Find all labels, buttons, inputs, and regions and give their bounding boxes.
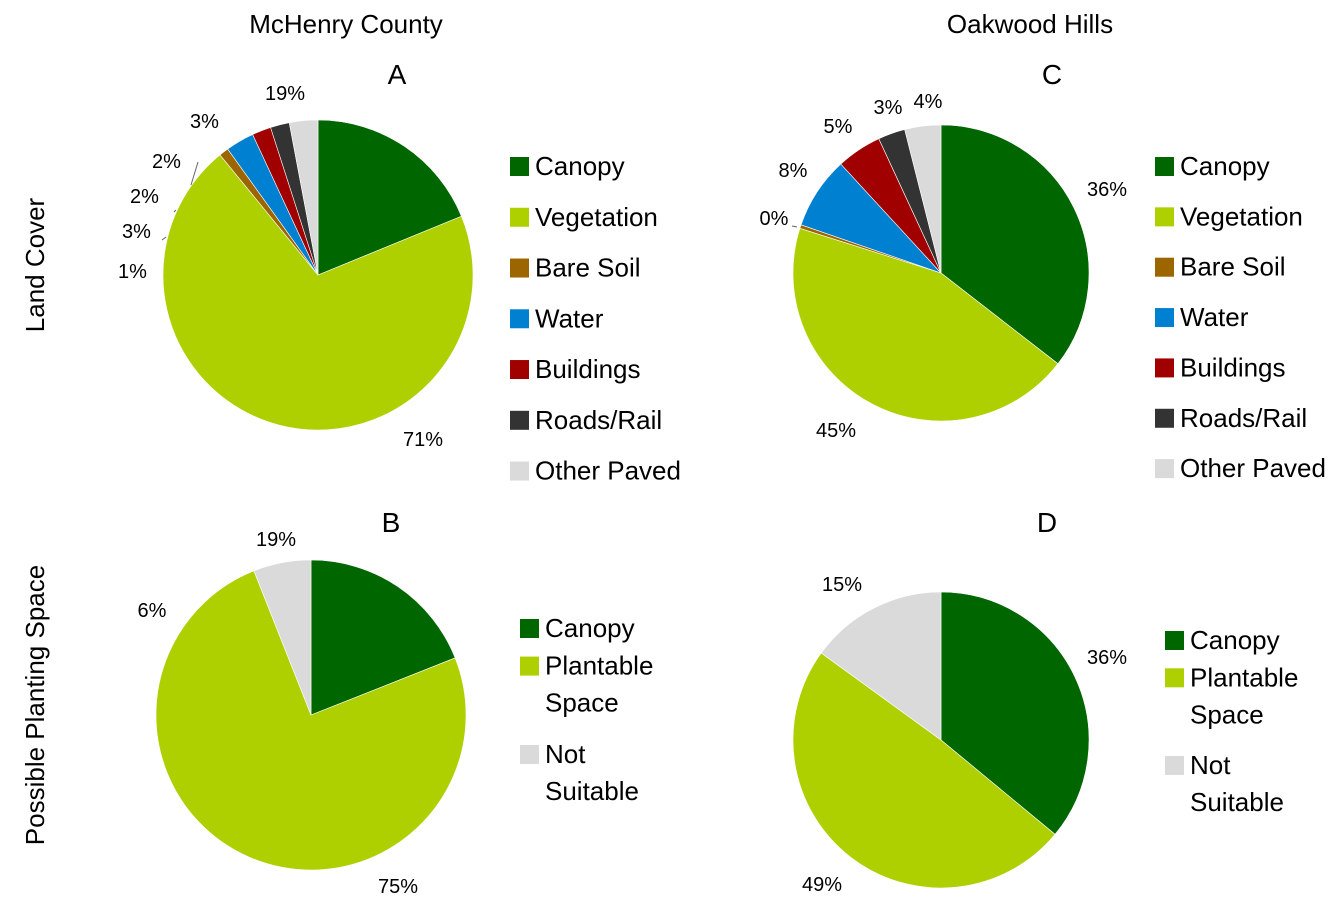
legend-swatch-c-roads-rail (1155, 408, 1174, 428)
legend-label-b-plantable-space-line1: Plantable (545, 651, 653, 681)
slice-b-not-suitable (253, 559, 312, 716)
legend-label-a-canopy: Canopy (535, 151, 625, 181)
legend-label-c-buildings: Buildings (1180, 352, 1286, 382)
legend-swatch-b-plantable-space (520, 656, 539, 676)
legend-label-b-canopy: Canopy (545, 613, 635, 643)
data-label-a-vegetation: 71% (403, 429, 443, 451)
data-label-c-buildings: 5% (824, 116, 853, 138)
slice-c-vegetation (792, 227, 1059, 422)
legend-swatch-a-water (510, 309, 529, 329)
legend-swatch-a-canopy (510, 157, 529, 176)
slice-b-canopy (310, 559, 456, 716)
slice-d-canopy (940, 591, 1090, 835)
slice-a-canopy (317, 119, 462, 276)
legend-swatch-c-other-paved (1155, 459, 1174, 479)
data-label-d-canopy: 36% (1087, 647, 1127, 669)
legend-swatch-a-bare-soil (510, 258, 529, 278)
panel-a: A 19% 71% 1% 3% 2% 2% 3% Canopy Vegetation Bare So… (118, 59, 681, 486)
legend-label-c-water: Water (1180, 302, 1249, 332)
legend-label-d-plantable-space-line1: Plantable (1190, 662, 1298, 692)
legend-swatch-a-vegetation (510, 207, 529, 227)
legend-swatch-a-other-paved (510, 461, 529, 481)
legend-swatch-d-not-suitable (1165, 755, 1184, 775)
legend-swatch-b-canopy (520, 619, 539, 638)
panel-b-letter: B (382, 507, 401, 538)
legend-label-c-other-paved: Other Paved (1180, 453, 1326, 483)
data-label-d-plantable-space: 49% (802, 874, 842, 896)
legend-swatch-c-vegetation (1155, 207, 1174, 227)
legend-label-b-plantable-space-line2: Space (545, 688, 619, 718)
legend-swatch-c-buildings (1155, 358, 1174, 378)
slice-d-not-suitable (820, 591, 942, 741)
legend-swatch-a-buildings (510, 360, 529, 380)
slice-c-canopy (940, 124, 1090, 365)
panel-c-letter: C (1042, 59, 1062, 90)
legend-swatch-c-canopy (1155, 157, 1174, 176)
data-label-c-water: 8% (779, 160, 808, 182)
legend-label-c-vegetation: Vegetation (1180, 201, 1303, 231)
legend-label-c-roads-rail: Roads/Rail (1180, 403, 1307, 433)
data-label-a-buildings: 2% (130, 186, 159, 208)
legend-label-a-vegetation: Vegetation (535, 202, 658, 232)
column-header-oakwood: Oakwood Hills (947, 9, 1113, 39)
legend-label-d-not-suitable-line2: Suitable (1190, 787, 1284, 817)
leader-line-a-water (161, 236, 167, 241)
legend-label-a-water: Water (535, 303, 604, 333)
data-label-c-vegetation: 45% (816, 420, 856, 442)
legend-label-b-not-suitable-line2: Suitable (545, 776, 639, 806)
pie-panels: A 19% 71% 1% 3% 2% 2% 3% Canopy Vegetation Bare So… (118, 59, 1326, 897)
legend-label-c-bare-soil: Bare Soil (1180, 252, 1286, 282)
legend-label-a-bare-soil: Bare Soil (535, 253, 641, 283)
slice-a-other-paved (288, 119, 319, 276)
legend-label-d-plantable-space-line2: Space (1190, 699, 1264, 729)
panel-a-letter: A (388, 59, 407, 90)
slice-d-plantable-space (792, 652, 1056, 889)
panel-b: B 19% 75% 6% Canopy Plantable Space Not Suitable (138, 507, 654, 897)
leader-line-a-roads-rail (190, 161, 199, 186)
slice-a-vegetation (162, 154, 474, 431)
data-label-a-other-paved: 3% (190, 111, 219, 133)
legend-swatch-d-canopy (1165, 631, 1184, 650)
panel-d: D 36% 49% 15% Canopy Plantable Space Not Suitabl… (792, 507, 1298, 896)
data-label-c-roads-rail: 3% (874, 97, 903, 119)
row-header-planting-space: Possible Planting Space (20, 565, 50, 845)
data-label-a-bare-soil: 1% (118, 261, 147, 283)
legend-swatch-c-bare-soil (1155, 257, 1174, 277)
data-label-a-canopy: 19% (265, 83, 305, 105)
data-label-c-canopy: 36% (1087, 179, 1127, 201)
data-label-d-not-suitable: 15% (822, 574, 862, 596)
row-header-land-cover: Land Cover (20, 197, 50, 332)
panel-d-letter: D (1037, 507, 1057, 538)
data-label-b-plantable-space: 75% (378, 876, 418, 897)
legend-label-a-roads-rail: Roads/Rail (535, 405, 662, 435)
data-label-a-roads-rail: 2% (152, 151, 181, 173)
legend-swatch-a-roads-rail (510, 410, 529, 430)
column-header-mchenry: McHenry County (249, 9, 443, 39)
legend-label-a-buildings: Buildings (535, 354, 641, 384)
legend-swatch-b-not-suitable (520, 744, 539, 764)
data-label-a-water: 3% (122, 221, 151, 243)
data-label-c-other-paved: 4% (914, 91, 943, 113)
leader-line-a-bare-soil (173, 209, 177, 213)
legend-label-b-not-suitable-line1: Not (545, 739, 586, 769)
slice-c-other-paved (904, 124, 942, 274)
legend-label-a-other-paved: Other Paved (535, 456, 681, 486)
panel-c: C 36% 45% 0% 8% 5% 3% 4% Canopy Vegetation Bare So… (760, 59, 1326, 483)
leader-line-c-bare-soil (791, 225, 798, 228)
legend-swatch-c-water (1155, 308, 1174, 328)
data-label-b-canopy: 19% (256, 529, 296, 551)
legend-label-c-canopy: Canopy (1180, 151, 1270, 181)
legend-label-d-not-suitable-line1: Not (1190, 750, 1231, 780)
legend-label-d-canopy: Canopy (1190, 625, 1280, 655)
data-label-c-bare-soil: 0% (760, 208, 789, 230)
legend-swatch-d-plantable-space (1165, 668, 1184, 688)
slice-b-plantable-space (155, 570, 467, 871)
data-label-b-not-suitable: 6% (138, 600, 167, 622)
